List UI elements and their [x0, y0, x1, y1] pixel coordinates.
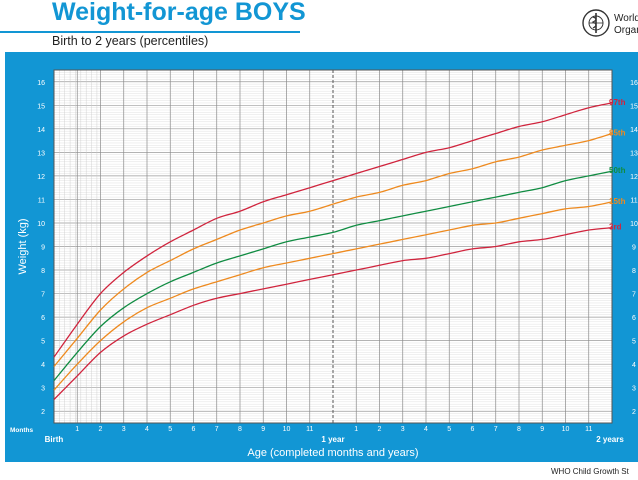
y-tick-label-right: 4: [632, 362, 636, 369]
series-line-3rd: [53, 227, 613, 400]
y-tick-label: 7: [41, 292, 45, 299]
series-line-15th: [53, 201, 613, 391]
y-tick-label: 6: [41, 315, 45, 322]
series-label-85th: 85th: [609, 129, 626, 138]
months-row-label: Months: [10, 427, 33, 434]
x-tick-label: 2: [99, 426, 103, 433]
series-label-3rd: 3rd: [609, 223, 622, 232]
x-tick-label: 3: [122, 426, 126, 433]
x-year-label: 1 year: [321, 435, 344, 444]
x-tick-label: 1: [75, 426, 79, 433]
title-rule: [0, 31, 300, 33]
x-tick-label: 9: [261, 426, 265, 433]
x-tick-label: 2: [378, 426, 382, 433]
page-title: Weight-for-age BOYS: [52, 0, 306, 26]
y-tick-label-right: 6: [632, 315, 636, 322]
y-tick-label: 5: [41, 339, 45, 346]
y-tick-label: 15: [37, 103, 45, 110]
y-tick-label: 14: [37, 127, 45, 134]
series-label-15th: 15th: [609, 197, 626, 206]
x-tick-label: 1: [354, 426, 358, 433]
x-year-label: Birth: [45, 435, 64, 444]
who-emblem-icon: [582, 9, 610, 37]
y-tick-label-right: 10: [630, 221, 638, 228]
x-year-label: 2 years: [596, 435, 624, 444]
x-tick-label: 3: [401, 426, 405, 433]
y-tick-label: 4: [41, 362, 45, 369]
y-tick-label: 16: [37, 80, 45, 87]
x-tick-label: 11: [306, 426, 313, 433]
y-tick-label-right: 9: [632, 245, 636, 252]
y-tick-label-right: 5: [632, 339, 636, 346]
page-subtitle: Birth to 2 years (percentiles): [52, 34, 209, 48]
x-tick-label: 5: [447, 426, 451, 433]
x-tick-label: 11: [585, 426, 592, 433]
x-tick-label: 9: [540, 426, 544, 433]
x-tick-label: 10: [562, 426, 570, 433]
x-tick-label: 7: [215, 426, 219, 433]
x-axis-label: Age (completed months and years): [247, 447, 418, 459]
x-tick-label: 6: [192, 426, 196, 433]
y-tick-label: 13: [37, 150, 45, 157]
y-tick-label: 2: [41, 409, 45, 416]
y-tick-label-right: 7: [632, 292, 636, 299]
x-tick-label: 6: [471, 426, 475, 433]
x-tick-label: 4: [424, 426, 428, 433]
y-tick-label-right: 15: [630, 103, 638, 110]
y-axis-label: Weight (kg): [17, 218, 29, 274]
plot-border: [53, 69, 613, 424]
x-tick-label: 8: [517, 426, 521, 433]
y-tick-label-right: 14: [630, 127, 638, 134]
y-tick-label-right: 11: [630, 197, 637, 204]
y-tick-label: 12: [37, 174, 45, 181]
series-label-97th: 97th: [609, 98, 626, 107]
y-tick-label: 10: [37, 221, 45, 228]
y-tick-label: 11: [38, 197, 45, 204]
organization-name-line-2: Organ: [614, 25, 638, 36]
series-line-97th: [53, 102, 613, 358]
x-tick-label: 8: [238, 426, 242, 433]
y-tick-label: 9: [41, 245, 45, 252]
y-tick-label-right: 3: [632, 386, 636, 393]
x-tick-label: 7: [494, 426, 498, 433]
footer-source: WHO Child Growth St: [551, 467, 629, 476]
x-tick-label: 5: [168, 426, 172, 433]
series-label-50th: 50th: [609, 166, 626, 175]
organization-name: World Organ: [614, 13, 638, 37]
series-line-85th: [53, 132, 613, 367]
series-line-50th: [53, 170, 613, 382]
x-tick-label: 4: [145, 426, 149, 433]
x-tick-label: 10: [283, 426, 291, 433]
y-tick-label: 8: [41, 268, 45, 275]
y-tick-label: 3: [41, 386, 45, 393]
y-tick-label-right: 8: [632, 268, 636, 275]
y-tick-label-right: 16: [630, 80, 638, 87]
y-tick-label-right: 12: [630, 174, 638, 181]
y-tick-label-right: 13: [630, 150, 638, 157]
y-tick-label-right: 2: [632, 409, 636, 416]
organization-name-line-1: World: [614, 13, 638, 24]
